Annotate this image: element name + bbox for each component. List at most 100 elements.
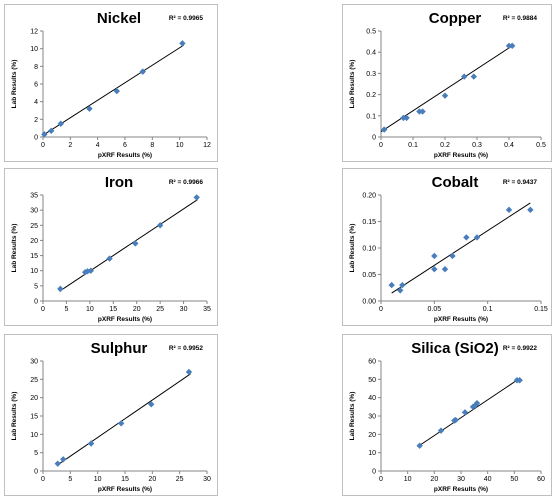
chart-title: Nickel: [97, 10, 141, 27]
y-tick-label: 30: [30, 359, 38, 366]
data-point: [54, 460, 61, 467]
chart-svg: 0 5 10 15 20 25 30 35 0 5 10 15 20 25 30 35 Iron R² = 0.9…: [11, 174, 211, 323]
y-tick-label: 60: [368, 359, 376, 366]
data-point: [81, 269, 89, 276]
y-tick-label: 2: [34, 117, 38, 124]
data-point: [132, 240, 139, 247]
y-tick-label: 0.10: [362, 246, 376, 253]
x-tick-label: 4: [96, 142, 100, 149]
y-tick-label: 40: [368, 395, 376, 402]
x-tick-label: 6: [123, 142, 127, 149]
data-point: [403, 114, 410, 122]
y-tick-label: 5: [34, 283, 38, 290]
chart-sulphur: 0 5 10 15 20 25 30 0 5 10 15 20 25 30 Sulphur R² = 0.99…: [4, 334, 218, 496]
trendline: [418, 378, 520, 447]
data-point: [156, 222, 164, 229]
r-squared-label: R² = 0.9437: [503, 179, 538, 186]
y-tick-label: 0.00: [362, 299, 376, 306]
x-tick-label: 60: [537, 476, 545, 483]
y-tick-label: 35: [30, 193, 38, 200]
data-point: [473, 399, 481, 407]
data-point: [57, 120, 64, 127]
x-axis-label: pXRF Results (%): [98, 486, 152, 493]
data-point: [431, 266, 438, 273]
x-axis-label: pXRF Results (%): [434, 486, 488, 493]
x-tick-label: 0.4: [504, 142, 514, 149]
x-tick-label: 10: [94, 476, 102, 483]
data-point: [441, 92, 449, 99]
x-tick-label: 30: [203, 476, 211, 483]
data-point: [381, 126, 388, 133]
y-tick-label: 8: [34, 64, 38, 71]
y-tick-label: 0.2: [366, 92, 376, 99]
y-tick-label: 0.20: [362, 193, 376, 200]
y-tick-label: 0.15: [362, 219, 376, 226]
trendline: [59, 199, 198, 292]
y-axis-label: Lab Results (%): [11, 224, 18, 273]
data-point: [60, 456, 67, 463]
data-point: [431, 252, 438, 260]
y-tick-label: 25: [30, 377, 38, 384]
chart-title: Iron: [105, 174, 133, 191]
data-point: [441, 266, 449, 273]
y-axis-label: Lab Results (%): [11, 392, 18, 441]
data-point: [419, 108, 426, 115]
data-point: [139, 68, 146, 75]
x-tick-label: 8: [150, 142, 154, 149]
y-axis-label: Lab Results (%): [349, 224, 356, 273]
y-tick-label: 10: [368, 450, 376, 457]
chart-nickel: 0 2 4 6 8 10 12 0 2 4 6 8 10 12 Nickel R² = 0.9965 pXRF …: [4, 4, 218, 162]
y-tick-label: 5: [34, 450, 38, 457]
chart-silica: 0 10 20 30 40 50 60 0 10 20 30 40 50 60 Silica (SiO2) R…: [342, 334, 552, 496]
x-tick-label: 10: [176, 142, 184, 149]
x-tick-label: 2: [68, 142, 72, 149]
x-tick-label: 0.3: [472, 142, 482, 149]
x-tick-label: 0.1: [408, 142, 418, 149]
x-tick-label: 0: [379, 306, 383, 313]
data-point: [461, 409, 469, 416]
y-tick-label: 10: [30, 46, 38, 53]
chart-copper: 0 0.1 0.2 0.3 0.4 0.5 0 0.1 0.2 0.3 0.4 0.5 Copper R²…: [342, 4, 552, 162]
y-tick-label: 20: [368, 432, 376, 439]
x-tick-label: 20: [148, 476, 156, 483]
x-tick-label: 0: [41, 476, 45, 483]
y-tick-label: 4: [34, 99, 38, 106]
chart-title: Copper: [429, 10, 482, 27]
y-tick-label: 0: [34, 299, 38, 306]
y-tick-label: 0.5: [366, 29, 376, 36]
data-point: [505, 206, 513, 214]
chart-svg: 0 5 10 15 20 25 30 0 5 10 15 20 25 30 Sulphur R² = 0.99…: [11, 340, 211, 493]
trendline: [59, 373, 191, 465]
data-point: [87, 440, 95, 447]
chart-svg: 0 2 4 6 8 10 12 0 2 4 6 8 10 12 Nickel R² = 0.9965 pXRF …: [11, 10, 211, 159]
data-point: [117, 420, 125, 427]
x-tick-label: 0: [379, 476, 383, 483]
chart-svg: 0 0.05 0.1 0.15 0.00 0.05 0.10 0.15 0.20 Cobalt R²…: [349, 174, 548, 323]
data-point: [509, 42, 516, 50]
data-point: [399, 281, 406, 289]
y-tick-label: 0.4: [366, 50, 376, 57]
y-tick-label: 0.1: [366, 113, 376, 120]
y-tick-label: 50: [368, 377, 376, 384]
chart-cobalt: 0 0.05 0.1 0.15 0.00 0.05 0.10 0.15 0.20 Cobalt R²…: [342, 168, 552, 326]
trendline: [42, 44, 185, 136]
x-tick-label: 0: [379, 142, 383, 149]
x-tick-label: 5: [64, 306, 68, 313]
data-point: [463, 234, 470, 241]
trendline: [391, 202, 531, 294]
x-tick-label: 30: [180, 306, 188, 313]
x-tick-label: 40: [484, 476, 492, 483]
y-axis-label: Lab Results (%): [349, 60, 356, 109]
x-axis-label: pXRF Results (%): [98, 316, 152, 323]
data-point: [106, 255, 113, 262]
data-point: [469, 403, 477, 411]
x-tick-label: 0: [41, 142, 45, 149]
x-tick-label: 0.15: [534, 306, 548, 313]
y-tick-label: 0: [34, 469, 38, 476]
x-tick-label: 10: [404, 476, 412, 483]
data-point: [388, 281, 395, 289]
chart-iron: 0 5 10 15 20 25 30 35 0 5 10 15 20 25 30 35 Iron R² = 0.9…: [4, 168, 218, 326]
r-squared-label: R² = 0.9952: [169, 345, 204, 352]
data-point: [397, 287, 404, 294]
x-tick-label: 0.05: [428, 306, 442, 313]
